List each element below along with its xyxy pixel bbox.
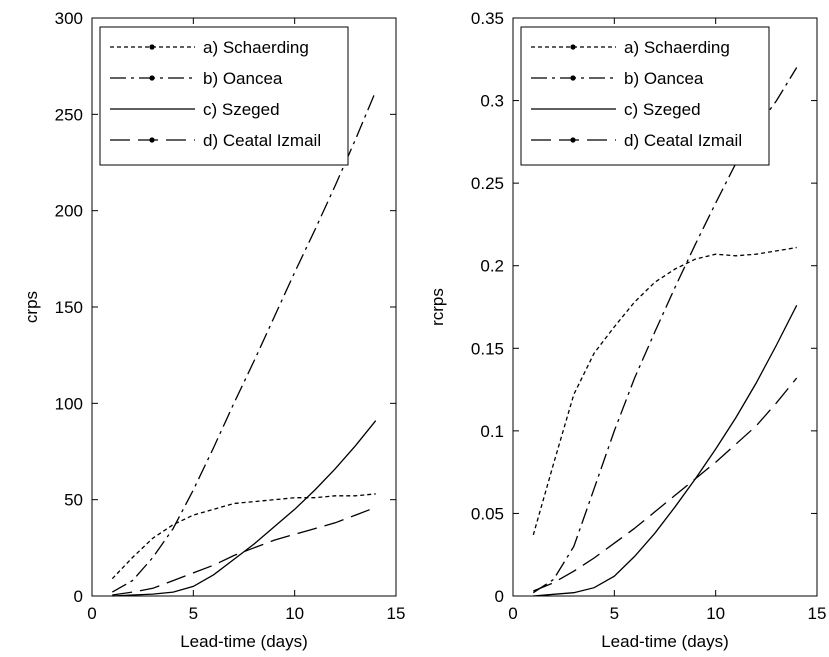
y-tick-label: 0.15 [471, 339, 504, 358]
series-line-0 [111, 493, 376, 580]
legend-marker-3 [149, 137, 155, 143]
y-tick-label: 0.2 [480, 257, 504, 276]
legend: a) Schaerding b) Oancea c) Szeged d) Ceatal… [520, 26, 770, 166]
x-axis-label: Lead-time (days) [601, 632, 729, 651]
y-tick-label: 250 [55, 105, 83, 124]
y-tick-label: 150 [55, 298, 83, 317]
legend-label-1: b) Oancea [624, 69, 704, 88]
legend-marker-0 [149, 44, 155, 50]
series-line-1 [532, 67, 798, 594]
legend-label-2: c) Szeged [624, 100, 701, 119]
plot-frame [512, 17, 818, 597]
legend-marker-1 [149, 75, 155, 81]
x-tick-label: 10 [706, 604, 725, 623]
series-line-2 [112, 420, 377, 597]
y-tick-label: 0.3 [480, 92, 504, 111]
series-line-3 [112, 506, 376, 596]
series-line-2 [533, 305, 798, 597]
legend-label-3: d) Ceatal Izmail [203, 131, 321, 150]
y-tick-label: 200 [55, 202, 83, 221]
y-axis-label: crps [22, 291, 41, 323]
x-tick-label: 15 [808, 604, 827, 623]
x-axis-label: Lead-time (days) [180, 632, 308, 651]
legend-marker-1 [570, 75, 576, 81]
y-axis-label: rcrps [428, 288, 447, 326]
rcrps-panel: 0 5 10 15 0 0.05 0.1 0.15 0.2 0.25 0.3 0.35 Lead-tim… [428, 9, 826, 651]
series-line-1 [111, 90, 377, 593]
y-tick-label: 100 [55, 394, 83, 413]
legend-label-3: d) Ceatal Izmail [624, 131, 742, 150]
legend-label-1: b) Oancea [203, 69, 283, 88]
legend-label-2: c) Szeged [203, 100, 280, 119]
y-tick-label: 0 [495, 587, 504, 606]
legend-box [520, 26, 770, 166]
x-tick-label: 0 [87, 604, 96, 623]
y-tick-label: 0.1 [480, 422, 504, 441]
legend-label-0: a) Schaerding [624, 38, 730, 57]
y-tick-label: 300 [55, 9, 83, 28]
legend-marker-3 [570, 137, 576, 143]
series-line-3 [533, 377, 798, 592]
x-tick-label: 5 [189, 604, 198, 623]
legend-marker-0 [570, 44, 576, 50]
series-line-0 [532, 246, 797, 536]
legend-label-0: a) Schaerding [203, 38, 309, 57]
y-tick-label: 50 [64, 491, 83, 510]
y-tick-label: 0 [74, 587, 83, 606]
legend-box [99, 26, 349, 166]
x-tick-label: 10 [285, 604, 304, 623]
x-tick-label: 0 [508, 604, 517, 623]
y-tick-label: 0.35 [471, 9, 504, 28]
y-tick-label: 0.05 [471, 504, 504, 523]
x-tick-label: 5 [610, 604, 619, 623]
y-tick-label: 0.25 [471, 174, 504, 193]
legend: a) Schaerding b) Oancea c) Szeged d) Ceatal… [99, 26, 349, 166]
x-tick-label: 15 [387, 604, 406, 623]
